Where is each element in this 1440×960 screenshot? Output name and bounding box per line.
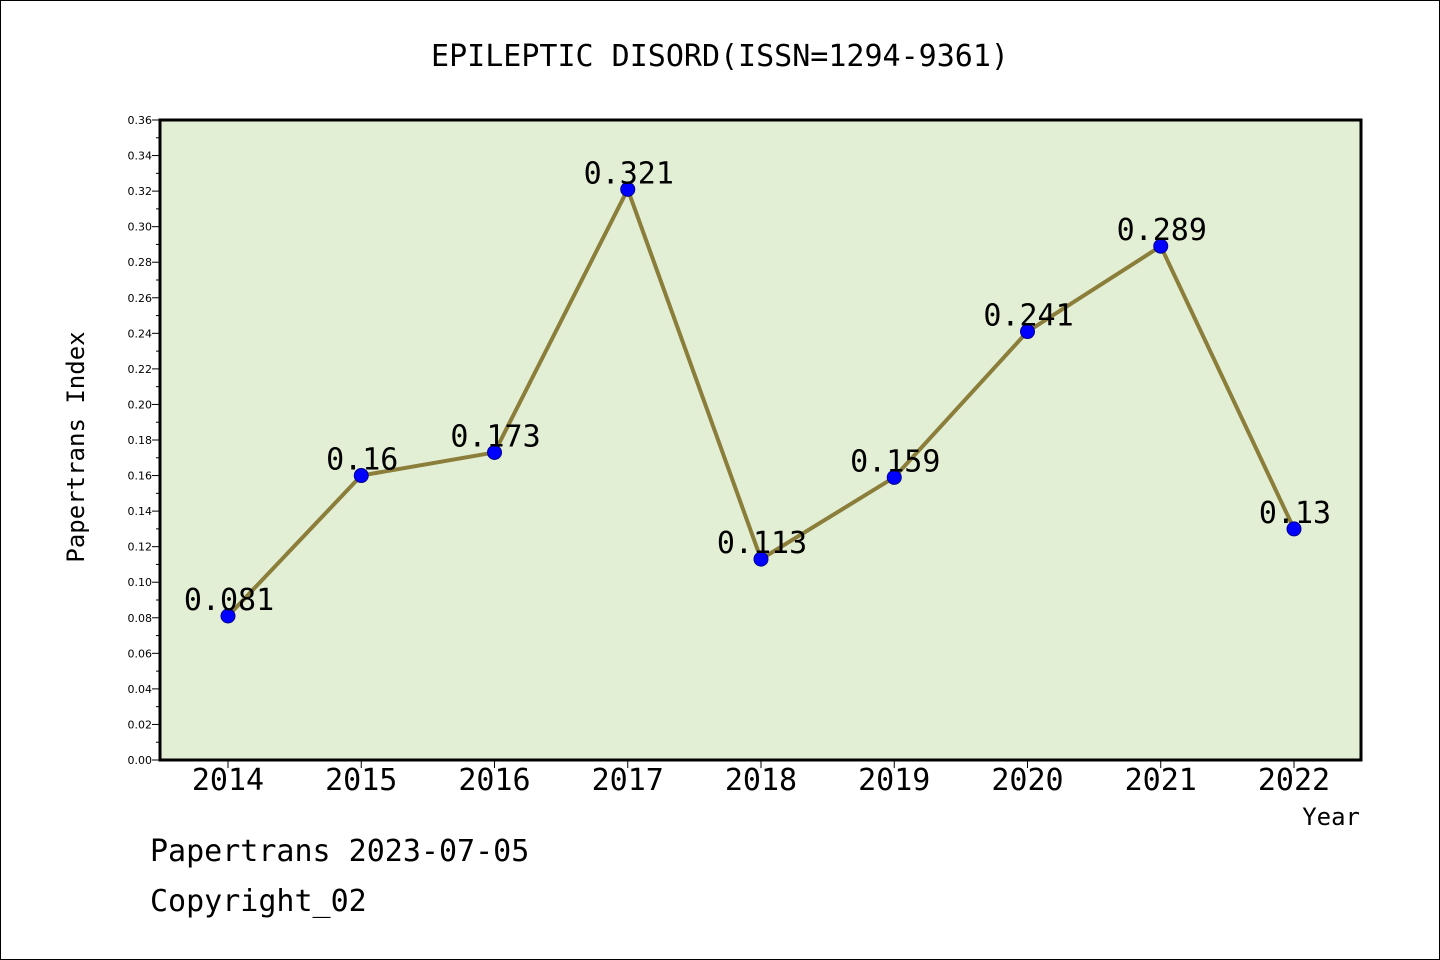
x-tick-label: 2018	[725, 763, 797, 798]
x-tick-label: 2015	[325, 763, 397, 798]
data-label: 0.13	[1259, 496, 1331, 531]
y-tick-label: 0.14	[128, 505, 153, 518]
data-label: 0.321	[584, 156, 674, 191]
y-axis-label: Papertrans Index	[62, 331, 90, 562]
data-point	[1286, 521, 1302, 537]
y-tick-label: 0.00	[128, 754, 153, 767]
data-label: 0.289	[1117, 213, 1207, 248]
data-point	[620, 181, 636, 197]
x-tick-label: 2022	[1258, 763, 1330, 798]
data-label: 0.081	[184, 583, 274, 618]
x-tick-label: 2017	[592, 763, 664, 798]
y-tick-label: 0.04	[128, 683, 153, 696]
footer-date: Papertrans 2023-07-05	[150, 834, 530, 869]
plot-area	[160, 120, 1361, 760]
y-tick-label: 0.18	[128, 434, 153, 447]
y-tick-label: 0.32	[128, 185, 153, 198]
y-tick-label: 0.08	[128, 612, 153, 625]
x-axis: 2014 2015 2016 2017 2018 2019 2020 2021 2022	[192, 760, 1330, 798]
y-tick-label: 0.34	[128, 150, 153, 163]
data-label: 0.173	[450, 419, 540, 454]
data-point	[886, 469, 902, 485]
y-tick-label: 0.06	[128, 647, 153, 660]
data-label: 0.16	[326, 443, 398, 478]
data-point	[753, 551, 769, 567]
footer-copyright: Copyright_02	[150, 884, 367, 919]
data-label: 0.241	[983, 299, 1073, 334]
x-tick-label: 2014	[192, 763, 264, 798]
data-point	[220, 608, 236, 624]
x-tick-label: 2020	[991, 763, 1063, 798]
y-tick-label: 0.24	[128, 327, 153, 340]
y-tick-label: 0.12	[128, 541, 153, 554]
series-line	[220, 181, 1302, 624]
y-tick-label: 0.22	[128, 363, 153, 376]
y-tick-label: 0.16	[128, 470, 153, 483]
x-tick-label: 2021	[1125, 763, 1197, 798]
data-label: 0.159	[850, 444, 940, 479]
chart-title: EPILEPTIC DISORD(ISSN=1294-9361)	[431, 39, 1009, 74]
data-point	[487, 444, 502, 460]
y-tick-label: 0.20	[128, 398, 153, 411]
y-tick-label: 0.02	[128, 718, 153, 731]
x-tick-label: 2019	[858, 763, 930, 798]
x-tick-label: 2016	[458, 763, 530, 798]
data-point	[353, 468, 369, 484]
y-tick-label: 0.30	[128, 221, 153, 234]
data-point	[1020, 324, 1035, 340]
data-point	[1153, 238, 1169, 254]
data-labels: 0.081 0.16 0.173 0.321 0.113 0.159 0.241 0.289 0…	[184, 156, 1331, 618]
y-tick-label: 0.36	[128, 114, 153, 127]
y-tick-label: 0.26	[128, 292, 153, 305]
x-axis-label: Year	[1302, 803, 1360, 831]
y-tick-label: 0.28	[128, 256, 153, 269]
data-label: 0.113	[717, 526, 807, 561]
plot-border	[158, 118, 1363, 762]
y-tick-label: 0.10	[128, 576, 153, 589]
y-axis: 0.00 0.02 0.04 0.06 0.08 0.10 0.12 0.14 0.16 0.18…	[128, 114, 160, 767]
